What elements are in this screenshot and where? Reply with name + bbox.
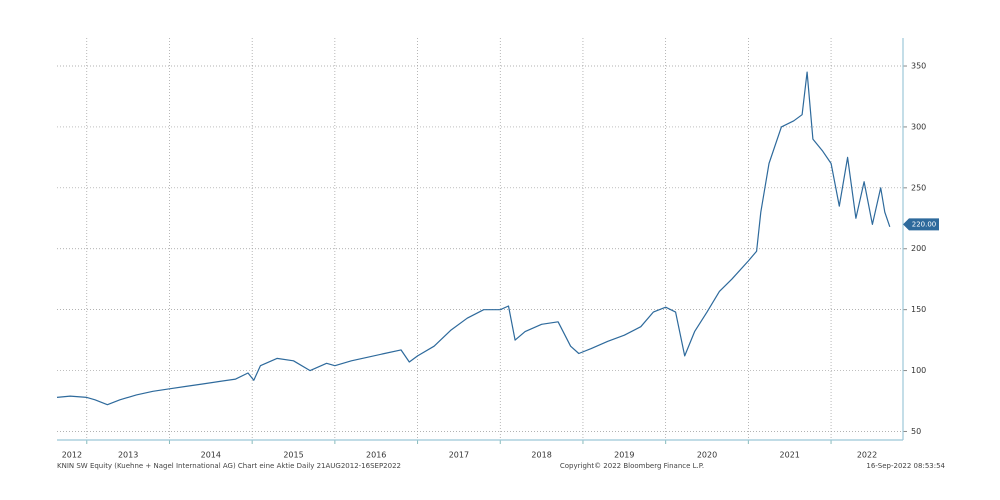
- x-tick-label: 2020: [697, 451, 717, 460]
- y-tick-label: 150: [911, 305, 926, 314]
- last-price-label: 220.00: [912, 220, 937, 228]
- y-tick-label: 250: [911, 183, 926, 192]
- y-tick-label: 300: [911, 122, 926, 131]
- x-tick-label: 2019: [614, 451, 634, 460]
- y-tick-label: 200: [911, 244, 926, 253]
- last-price-tag: [903, 218, 939, 231]
- x-tick-label: 2014: [201, 451, 221, 460]
- y-tick-label: 350: [911, 62, 926, 71]
- x-tick-label: 2012: [62, 451, 82, 460]
- x-tick-label: 2016: [366, 451, 386, 460]
- footer-right: 16-Sep-2022 08:53:54: [866, 462, 945, 470]
- y-tick-label: 100: [911, 366, 926, 375]
- x-tick-label: 2013: [118, 451, 138, 460]
- x-tick-label: 2022: [857, 451, 877, 460]
- footer-center: Copyright© 2022 Bloomberg Finance L.P.: [560, 462, 704, 470]
- footer-left: KNIN SW Equity (Kuehne + Nagel Internati…: [57, 462, 401, 470]
- x-tick-label: 2018: [531, 451, 551, 460]
- x-tick-label: 2015: [283, 451, 303, 460]
- price-line: [56, 71, 891, 406]
- x-tick-label: 2021: [780, 451, 800, 460]
- x-tick-label: 2017: [449, 451, 469, 460]
- y-tick-label: 50: [911, 427, 921, 436]
